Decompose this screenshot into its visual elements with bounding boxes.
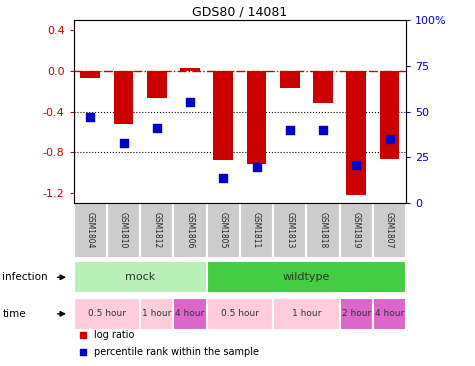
Bar xyxy=(180,68,200,71)
Text: GSM1805: GSM1805 xyxy=(219,212,228,249)
Bar xyxy=(107,203,140,258)
Text: log ratio: log ratio xyxy=(94,330,134,340)
Point xyxy=(120,140,127,146)
Bar xyxy=(273,298,340,330)
Text: 1 hour: 1 hour xyxy=(142,309,171,318)
Text: 1 hour: 1 hour xyxy=(292,309,321,318)
Bar xyxy=(207,298,273,330)
Text: GSM1818: GSM1818 xyxy=(319,212,327,249)
Point xyxy=(286,127,294,133)
Bar xyxy=(140,203,173,258)
Bar xyxy=(74,261,207,293)
Bar xyxy=(80,71,100,78)
Bar xyxy=(247,71,266,164)
Text: wildtype: wildtype xyxy=(283,272,330,282)
Bar xyxy=(213,71,233,160)
Point xyxy=(386,136,393,142)
Title: GDS80 / 14081: GDS80 / 14081 xyxy=(192,6,287,19)
Text: GSM1807: GSM1807 xyxy=(385,212,394,249)
Bar xyxy=(207,203,240,258)
Point xyxy=(352,162,360,168)
Bar xyxy=(380,71,399,160)
Bar xyxy=(240,203,273,258)
Bar xyxy=(173,298,207,330)
Point xyxy=(319,127,327,133)
Text: 4 hour: 4 hour xyxy=(175,309,205,318)
Text: time: time xyxy=(2,309,26,319)
Bar xyxy=(313,71,333,104)
Point xyxy=(86,114,94,120)
Text: mock: mock xyxy=(125,272,155,282)
Bar xyxy=(74,203,107,258)
Text: percentile rank within the sample: percentile rank within the sample xyxy=(94,347,259,357)
Bar xyxy=(280,71,300,88)
Bar xyxy=(114,71,133,124)
Bar xyxy=(346,71,366,195)
Text: 0.5 hour: 0.5 hour xyxy=(88,309,126,318)
Bar xyxy=(373,203,406,258)
Bar xyxy=(340,203,373,258)
Bar xyxy=(273,203,306,258)
Text: GSM1811: GSM1811 xyxy=(252,212,261,249)
Bar xyxy=(140,298,173,330)
Point xyxy=(79,332,87,338)
Point xyxy=(186,100,194,105)
Text: GSM1810: GSM1810 xyxy=(119,212,128,249)
Point xyxy=(253,164,260,169)
Bar xyxy=(173,203,207,258)
Text: GSM1806: GSM1806 xyxy=(186,212,194,249)
Bar xyxy=(147,71,167,98)
Text: GSM1813: GSM1813 xyxy=(285,212,294,249)
Text: infection: infection xyxy=(2,272,48,282)
Text: GSM1819: GSM1819 xyxy=(352,212,361,249)
Point xyxy=(219,175,227,180)
Point xyxy=(79,349,87,355)
Text: 4 hour: 4 hour xyxy=(375,309,404,318)
Text: 0.5 hour: 0.5 hour xyxy=(221,309,259,318)
Text: GSM1804: GSM1804 xyxy=(86,212,95,249)
Bar xyxy=(306,203,340,258)
Bar xyxy=(74,298,140,330)
Text: 2 hour: 2 hour xyxy=(342,309,371,318)
Bar xyxy=(207,261,406,293)
Text: GSM1812: GSM1812 xyxy=(152,212,161,249)
Bar xyxy=(340,298,373,330)
Bar xyxy=(373,298,406,330)
Point xyxy=(153,125,161,131)
